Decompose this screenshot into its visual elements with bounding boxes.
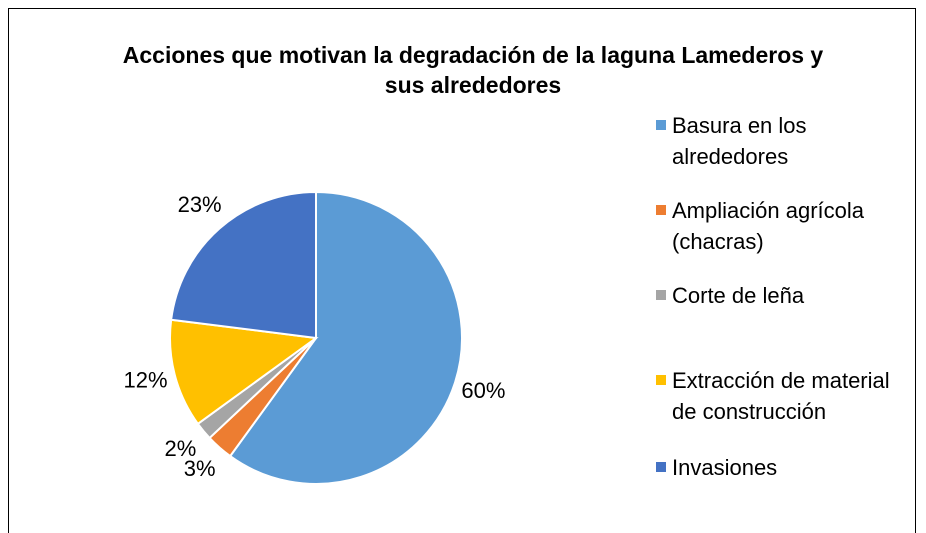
legend-item: Extracción de material de construcción — [656, 365, 918, 427]
chart-title: Acciones que motivan la degradación de l… — [122, 42, 824, 98]
legend-item: Invasiones — [656, 452, 918, 483]
legend-label: Ampliación agrícola (chacras) — [672, 198, 864, 254]
data-label: 3% — [184, 456, 216, 481]
legend-label: Corte de leña — [672, 283, 805, 308]
legend-item: Basura en los alrededores — [656, 110, 918, 172]
legend-item: Corte de leña — [656, 280, 918, 311]
data-label: 23% — [178, 192, 222, 217]
legend-label: Extracción de material de construcción — [672, 368, 890, 424]
legend-swatch — [656, 462, 666, 472]
legend-swatch — [656, 205, 666, 215]
legend-label: Basura en los alrededores — [672, 113, 807, 169]
legend-item: Ampliación agrícola (chacras) — [656, 195, 918, 257]
chart-frame — [8, 8, 916, 533]
pie-slice — [170, 190, 317, 340]
data-label: 12% — [124, 368, 168, 393]
data-label: 2% — [164, 436, 196, 461]
legend-swatch — [656, 290, 666, 300]
data-label: 60% — [461, 378, 505, 403]
pie-slice — [169, 318, 319, 426]
legend-swatch — [656, 375, 666, 385]
legend-swatch — [656, 120, 666, 130]
legend-label: Invasiones — [672, 455, 778, 480]
pie-slice — [228, 190, 463, 485]
